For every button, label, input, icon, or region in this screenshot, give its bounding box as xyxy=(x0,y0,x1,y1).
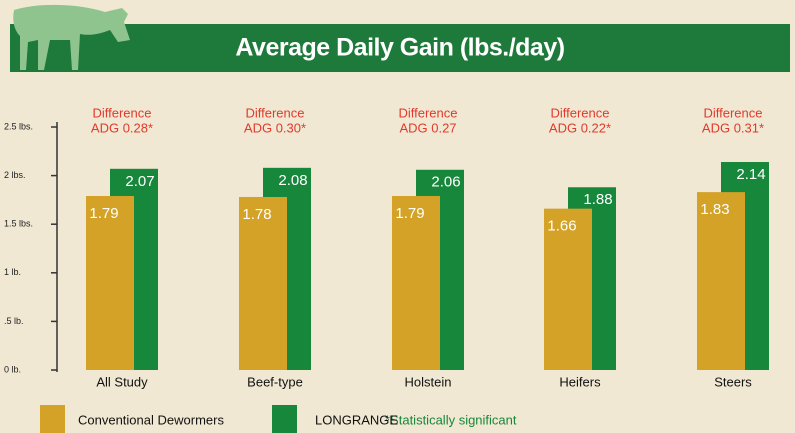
annotation: Difference xyxy=(398,105,457,120)
value-label: 2.14 xyxy=(736,166,765,183)
bar xyxy=(86,196,134,370)
annotation: Difference xyxy=(703,105,762,120)
annotation: ADG 0.30* xyxy=(244,120,306,135)
annotation: Difference xyxy=(245,105,304,120)
x-tick-label: Beef-type xyxy=(247,374,303,389)
annotation: Difference xyxy=(550,105,609,120)
footnote: *Statistically significant xyxy=(385,412,517,427)
value-label: 1.88 xyxy=(583,191,612,208)
legend-label: LONGRANGE xyxy=(315,412,398,427)
annotation: ADG 0.28* xyxy=(91,120,153,135)
bar xyxy=(392,196,440,370)
value-label: 1.83 xyxy=(700,201,729,218)
x-tick-label: Steers xyxy=(714,374,752,389)
value-label: 2.07 xyxy=(125,173,154,190)
value-label: 1.78 xyxy=(242,206,271,223)
chart-title: Average Daily Gain (lbs./day) xyxy=(235,34,564,62)
y-tick-label: 2.5 lbs. xyxy=(4,121,33,131)
x-tick-label: All Study xyxy=(96,374,148,389)
bar xyxy=(697,192,745,370)
value-label: 1.79 xyxy=(89,205,118,222)
legend-label: Conventional Dewormers xyxy=(78,412,224,427)
value-label: 2.06 xyxy=(431,174,460,191)
annotation: ADG 0.22* xyxy=(549,120,611,135)
value-label: 1.66 xyxy=(547,218,576,235)
x-tick-label: Holstein xyxy=(405,374,452,389)
legend-swatch xyxy=(272,405,297,433)
x-tick-label: Heifers xyxy=(559,374,601,389)
chart: Average Daily Gain (lbs./day) *Statistic… xyxy=(0,0,795,433)
y-tick-label: 0 lb. xyxy=(4,364,21,374)
y-tick-label: 1 lb. xyxy=(4,267,21,277)
value-label: 2.08 xyxy=(278,172,307,189)
y-tick-label: .5 lb. xyxy=(4,316,24,326)
annotation: ADG 0.31* xyxy=(702,120,764,135)
y-tick-label: 1.5 lbs. xyxy=(4,219,33,229)
value-label: 1.79 xyxy=(395,205,424,222)
annotation: Difference xyxy=(92,105,151,120)
annotation: ADG 0.27 xyxy=(399,120,456,135)
legend-swatch xyxy=(40,405,65,433)
y-tick-label: 2 lbs. xyxy=(4,170,26,180)
